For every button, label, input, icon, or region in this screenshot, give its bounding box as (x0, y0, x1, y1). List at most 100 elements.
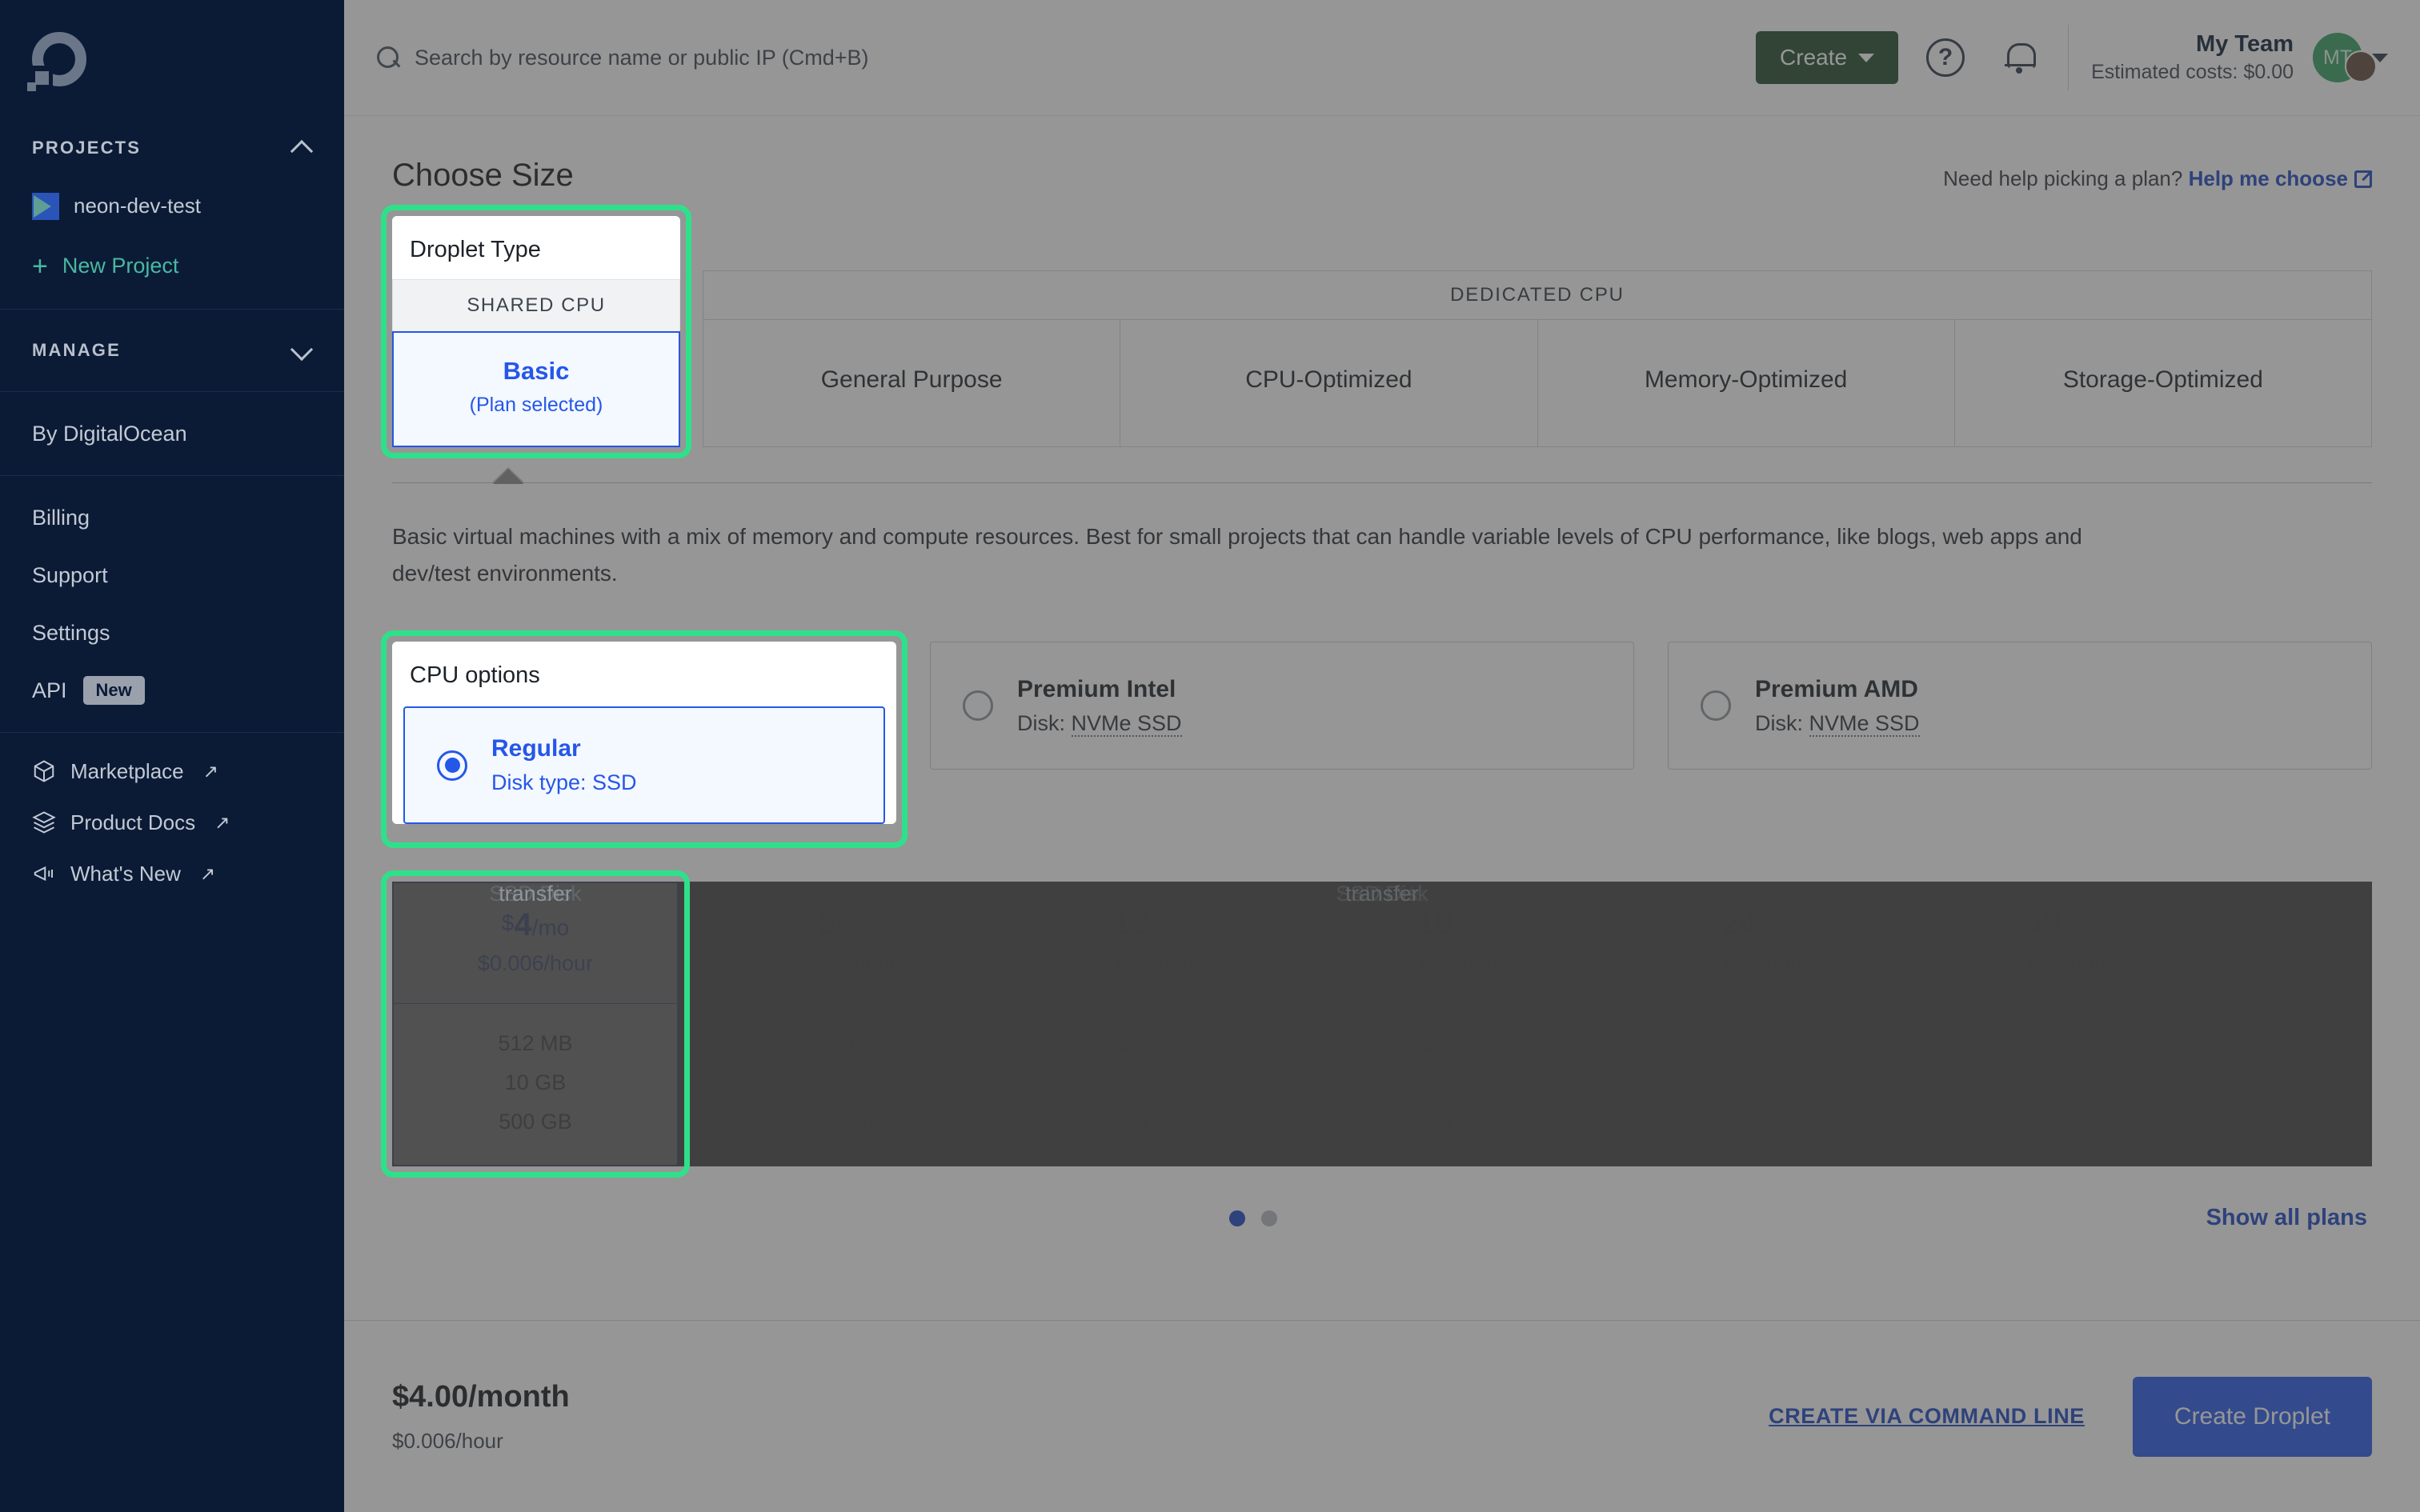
footer-monthly-price: $4.00/month (392, 1379, 570, 1414)
divider (0, 309, 344, 310)
sidebar-item-by-digitalocean[interactable]: By DigitalOcean (0, 405, 344, 462)
divider (0, 391, 344, 392)
selected-tab-pointer-icon (491, 467, 525, 484)
help-me-choose-link[interactable]: Help me choose (2188, 166, 2348, 190)
user-menu[interactable]: MT (2313, 33, 2388, 82)
tab-cpu-optimized[interactable]: CPU-Optimized (1120, 320, 1538, 446)
team-info[interactable]: My Team Estimated costs: $0.00 (2091, 31, 2294, 84)
marketplace-label: Marketplace (70, 758, 184, 783)
sidebar-item-neon-dev-test[interactable]: neon-dev-test (0, 176, 344, 236)
project-label: neon-dev-test (74, 194, 201, 218)
main-content: Search by resource name or public IP (Cm… (344, 0, 2420, 1512)
carousel-next-button[interactable] (2322, 977, 2372, 1072)
manage-section-header[interactable]: MANAGE (0, 322, 344, 378)
plan-transfer-row: 5 TB transfer (392, 882, 2372, 1167)
plan-memory-cpu: 8 GB / 4 CPUs (392, 882, 2372, 1167)
show-all-plans-link[interactable]: Show all plans (2206, 1205, 2367, 1231)
plan-specs: 512 MB / 1 CPU 10 GB SSD Disk 500 GB trans… (392, 882, 679, 1167)
plan-memory-cpu: 2 GB / 1 CPU (392, 882, 2372, 1167)
plan-disk-row: 80 GB SSD Disk (392, 882, 2372, 1167)
plan-card[interactable]: $12/mo $0.018/hour 2 GB / 1 CPU 50 GB SSD D… (392, 882, 2372, 1167)
sidebar-item-marketplace[interactable]: Marketplace ↗ (0, 746, 344, 797)
plan-memory: 1 GB (815, 1030, 864, 1055)
plan-memory-cpu: 4 GB / 2 CPUs (392, 882, 2372, 1167)
help-text: Need help picking a plan? (1943, 166, 2183, 190)
plan-memory-cpu: 512 MB / 1 CPU (392, 882, 679, 1167)
plan-price: $24/mo (1609, 906, 1894, 942)
footer-bar: $4.00/month $0.006/hour CREATE VIA COMMA… (344, 1320, 2420, 1512)
create-button[interactable]: Create (1756, 31, 1899, 84)
plan-card[interactable]: $24/mo $0.036/hour 4 GB / 2 CPUs 80 GB SSD … (392, 882, 2372, 1167)
page-header: Choose Size Need help picking a plan? He… (392, 116, 2372, 194)
plan-amount: 12 (1113, 906, 1149, 942)
tab-basic[interactable]: Basic (Plan selected) (392, 331, 680, 447)
product-docs-label: Product Docs (70, 810, 196, 834)
section-divider (392, 467, 2372, 484)
plan-card[interactable]: $4/mo $0.006/hour 512 MB / 1 CPU 10 GB SSD … (392, 882, 679, 1167)
sidebar-item-billing[interactable]: Billing (0, 489, 344, 546)
sidebar: PROJECTS neon-dev-test + New Project MAN… (0, 0, 344, 1512)
tab-storage-optimized[interactable]: Storage-Optimized (2062, 366, 2263, 393)
sidebar-item-whats-new[interactable]: What's New ↗ (0, 848, 344, 899)
search-placeholder: Search by resource name or public IP (Cm… (415, 45, 869, 70)
settings-label: Settings (32, 620, 110, 645)
sidebar-new-project[interactable]: + New Project (0, 236, 344, 296)
sidebar-item-api[interactable]: API New (0, 662, 344, 719)
divider (2068, 25, 2069, 90)
sidebar-item-product-docs[interactable]: Product Docs ↗ (0, 797, 344, 848)
plan-specs: 8 GB / 4 CPUs 160 GB SSD Disk 5 TB transfe… (392, 882, 2372, 1167)
carousel-dot-2[interactable] (1261, 1210, 1277, 1226)
create-via-command-line-link[interactable]: CREATE VIA COMMAND LINE (1769, 1404, 2085, 1428)
plan-disk-row: 60 GB SSD Disk (392, 882, 2372, 1167)
cube-icon (32, 759, 56, 783)
create-label: Create (1780, 45, 1848, 70)
plan-disk: 25 GB (808, 1070, 871, 1094)
sidebar-item-settings[interactable]: Settings (0, 604, 344, 662)
projects-section-header[interactable]: PROJECTS (0, 120, 344, 176)
dedicated-cpu-group: DEDICATED CPU General Purpose CPU-Optimi… (703, 270, 2372, 447)
project-icon (32, 192, 59, 220)
plan-card[interactable]: $18/mo $0.027/hour 2 GB / 2 CPUs 60 GB SSD … (392, 882, 2372, 1167)
notifications-button[interactable] (1993, 31, 2045, 84)
logo-wrap[interactable] (0, 0, 344, 120)
cpu-options-row: CPU options Regular Disk type: SSD (381, 630, 2372, 849)
plan-amount: 6 (818, 906, 836, 942)
plan-card[interactable]: $6/mo $0.009/hour 1 GB / 1 CPU 25 GB SSD Di… (392, 882, 2372, 1167)
chevron-down-icon[interactable] (291, 340, 312, 361)
cpu-options-highlight: CPU options Regular Disk type: SSD (381, 630, 908, 849)
plan-price: $18/mo (1305, 906, 1590, 942)
plan-card[interactable]: $48/mo $0.071/hour 8 GB / 4 CPUs 160 GB SSD… (392, 882, 2372, 1167)
premium-amd-title: Premium AMD (1755, 675, 1918, 702)
cpu-option-regular[interactable]: Regular Disk type: SSD (403, 706, 885, 825)
plan-disk: 10 GB (504, 1070, 567, 1095)
search-input[interactable]: Search by resource name or public IP (Cm… (376, 46, 1756, 70)
carousel-dot-1[interactable] (1229, 1210, 1245, 1226)
cpu-option-premium-amd[interactable]: Premium AMD Disk: NVMe SSD (1668, 642, 2372, 770)
plan-disk-row: 160 GB SSD Disk (392, 882, 2372, 1167)
plan-disk-row: 25 GB SSD Disk (392, 882, 2372, 1167)
chevron-up-icon[interactable] (291, 138, 312, 158)
plan-specs: 2 GB / 1 CPU 50 GB SSD Disk 2 TB transfer (392, 882, 2372, 1167)
create-droplet-button[interactable]: Create Droplet (2132, 1376, 2372, 1457)
plan-currency: $ (805, 910, 819, 935)
projects-title: PROJECTS (32, 138, 142, 158)
plan-memory: 2 GB (1423, 1030, 1472, 1055)
plus-icon: + (32, 250, 48, 282)
plan-transfer: 1000 GB (796, 1109, 883, 1134)
team-name: My Team (2196, 31, 2294, 57)
plan-price-section: $24/mo $0.036/hour (1609, 882, 1894, 1004)
arrow-right-icon (2330, 1022, 2365, 1026)
cpu-option-premium-intel[interactable]: Premium Intel Disk: NVMe SSD (930, 642, 1634, 770)
plan-disk: 160 GB (2019, 1070, 2093, 1094)
tab-general-purpose[interactable]: General Purpose (703, 320, 1121, 446)
disk-value: NVMe SSD (1809, 710, 1920, 737)
plan-transfer-row: 500 GB transfer (392, 882, 679, 1167)
plan-memory-cpu: 2 GB / 2 CPUs (392, 882, 2372, 1167)
plan-memory: 2 GB (1119, 1030, 1168, 1055)
shared-cpu-header: SHARED CPU (392, 279, 680, 331)
plan-hourly: $0.018/hour (1085, 950, 1202, 975)
help-button[interactable]: ? (1919, 31, 1972, 84)
plan-transfer-row: 1000 GB transfer (392, 882, 2372, 1167)
tab-memory-optimized[interactable]: Memory-Optimized (1538, 320, 1955, 446)
sidebar-item-support[interactable]: Support (0, 546, 344, 604)
